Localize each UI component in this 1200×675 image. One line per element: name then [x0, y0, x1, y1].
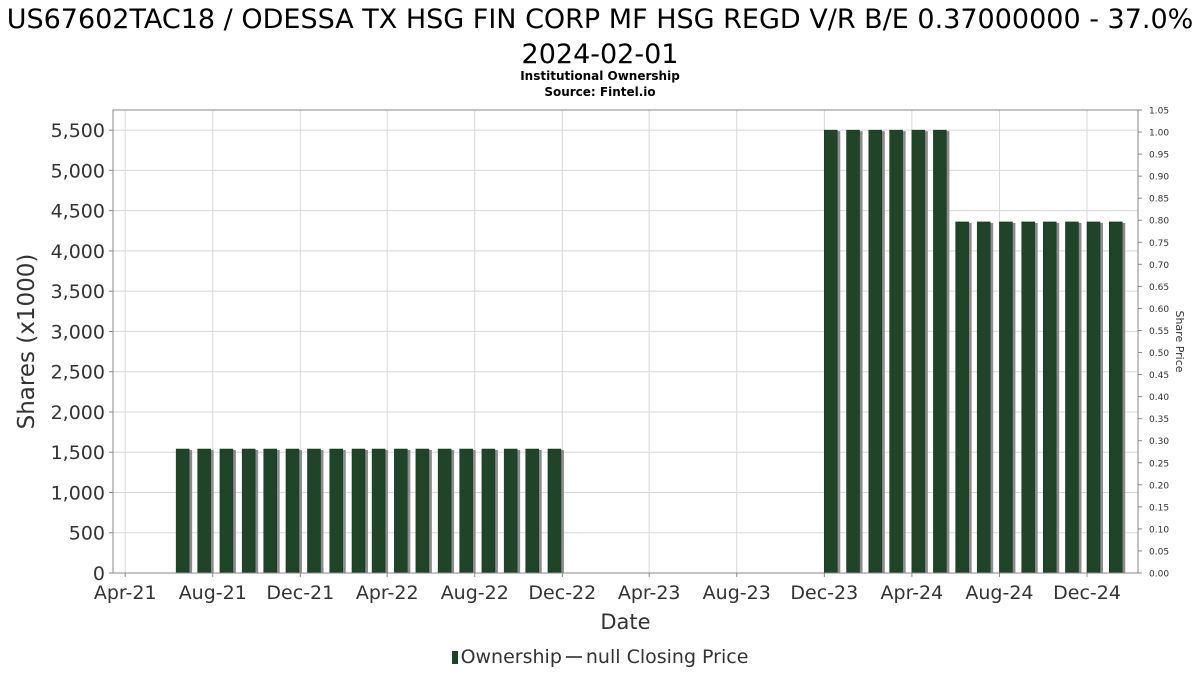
legend-ownership-swatch — [451, 651, 458, 664]
y-tick-label: 4,000 — [51, 241, 105, 263]
y2-tick-label: 1.00 — [1149, 129, 1169, 139]
subtitle-line-1: Institutional Ownership — [520, 69, 680, 83]
ownership-bar — [824, 129, 838, 574]
x-tick-label: Dec-21 — [266, 582, 334, 604]
ownership-bar — [481, 448, 496, 574]
chart-title: US67602TAC18 / ODESSA TX HSG FIN CORP MF… — [6, 4, 1194, 70]
x-tick-label: Aug-21 — [179, 582, 247, 604]
y-tick-label: 2,000 — [51, 402, 105, 424]
x-tick-label: Apr-24 — [881, 582, 944, 604]
x-tick-label: Aug-23 — [703, 582, 771, 604]
y2-tick-label: 1.05 — [1149, 107, 1169, 117]
ownership-bar — [219, 448, 234, 574]
y2-axis-label: Share Price — [1173, 310, 1186, 372]
x-tick-label: Dec-23 — [790, 582, 858, 604]
y2-tick-label: 0.30 — [1149, 437, 1169, 447]
y2-tick-label: 0.85 — [1149, 195, 1169, 205]
y2-tick-label: 0.45 — [1149, 371, 1169, 381]
ownership-bar — [263, 448, 277, 574]
legend-price-line — [565, 656, 582, 658]
ownership-bar — [525, 448, 539, 574]
ownership-bar — [1108, 221, 1123, 574]
x-tick-label: Aug-24 — [965, 582, 1033, 604]
y-tick-label: 3,500 — [51, 281, 105, 303]
y2-tick-label: 0.05 — [1149, 547, 1169, 557]
ownership-bar — [307, 448, 321, 574]
y2-tick-label: 0.70 — [1149, 261, 1169, 271]
plot-frame — [112, 109, 1139, 574]
subtitle-line-2: Source: Fintel.io — [544, 85, 656, 99]
x-tick-label: Apr-23 — [618, 582, 681, 604]
x-tick-label: Aug-22 — [441, 582, 509, 604]
ownership-bar — [371, 448, 386, 574]
y2-tick-label: 0.10 — [1149, 525, 1169, 535]
y2-tick-label: 0.40 — [1149, 393, 1169, 403]
y-tick-label: 2,500 — [51, 362, 105, 384]
x-axis: Apr-21 Aug-21 Dec-21 Apr-22 Aug-22 Dec-22 Apr-… — [94, 573, 1121, 604]
ownership-bar — [911, 129, 926, 574]
y2-tick-label: 0.55 — [1149, 327, 1169, 337]
ownership-bar — [1086, 221, 1101, 574]
y2-tick-label: 0.20 — [1149, 481, 1169, 491]
ownership-bar — [933, 129, 947, 574]
ownership-bar — [329, 448, 343, 574]
ownership-bar — [175, 448, 190, 574]
y-tick-label: 1,000 — [51, 482, 105, 504]
y2-tick-label: 0.35 — [1149, 415, 1169, 425]
legend-price-label: null Closing Price — [585, 646, 749, 668]
ownership-bar — [955, 221, 969, 574]
ownership-bar — [889, 129, 903, 574]
ownership-bar — [1021, 221, 1035, 574]
y2-tick-label: 0.75 — [1149, 239, 1169, 249]
ownership-bar — [415, 448, 430, 574]
ownership-bar — [437, 448, 452, 574]
y2-tick-label: 0.90 — [1149, 173, 1169, 183]
x-axis-label: Date — [600, 610, 650, 634]
ownership-bar — [1065, 221, 1079, 574]
y2-tick-label: 0.65 — [1149, 283, 1169, 293]
y-tick-label: 0 — [93, 563, 105, 585]
ownership-bar — [241, 448, 256, 574]
legend: Ownership null Closing Price — [0, 646, 1200, 668]
ownership-bar — [976, 221, 991, 574]
ownership-bar — [503, 448, 518, 574]
ownership-bar — [285, 448, 300, 574]
y2-tick-label: 0.15 — [1149, 503, 1169, 513]
y2-tick-label: 0.00 — [1149, 570, 1169, 580]
x-tick-label: Dec-22 — [528, 582, 596, 604]
y-tick-label: 1,500 — [51, 442, 105, 464]
ownership-bar — [351, 448, 366, 574]
ownership-bar — [999, 221, 1013, 574]
y-tick-label: 5,000 — [51, 160, 105, 182]
y-axis-label: Shares (x1000) — [14, 254, 40, 430]
chart-subtitle: Institutional Ownership Source: Fintel.i… — [0, 68, 1200, 100]
legend-ownership-label: Ownership — [460, 646, 562, 668]
bars — [175, 129, 1126, 574]
y-tick-label: 5,500 — [51, 120, 105, 142]
y-tick-label: 500 — [69, 523, 105, 545]
x-tick-label: Apr-21 — [94, 582, 157, 604]
y2-axis: 0.00 0.05 0.10 0.15 0.20 0.25 0.30 0.35 0.40 0.45… — [1138, 107, 1169, 580]
y-tick-label: 4,500 — [51, 201, 105, 223]
ownership-bar — [547, 448, 562, 574]
y2-tick-label: 0.50 — [1149, 349, 1169, 359]
ownership-bar — [846, 129, 860, 574]
y2-tick-label: 0.95 — [1149, 151, 1169, 161]
y-tick-label: 3,000 — [51, 321, 105, 343]
y2-tick-label: 0.60 — [1149, 305, 1169, 315]
y2-tick-label: 0.80 — [1149, 217, 1169, 227]
x-tick-label: Dec-24 — [1053, 582, 1121, 604]
ownership-bar — [394, 448, 408, 574]
x-tick-label: Apr-22 — [356, 582, 419, 604]
ownership-bar — [197, 448, 211, 574]
ownership-bar — [1042, 221, 1057, 574]
ownership-bar — [868, 129, 883, 574]
ownership-bar — [459, 448, 473, 574]
y-axis: 0 500 1,000 1,500 2,000 2,500 3,000 3,500 4,000 4… — [51, 120, 113, 585]
y2-tick-label: 0.25 — [1149, 459, 1169, 469]
